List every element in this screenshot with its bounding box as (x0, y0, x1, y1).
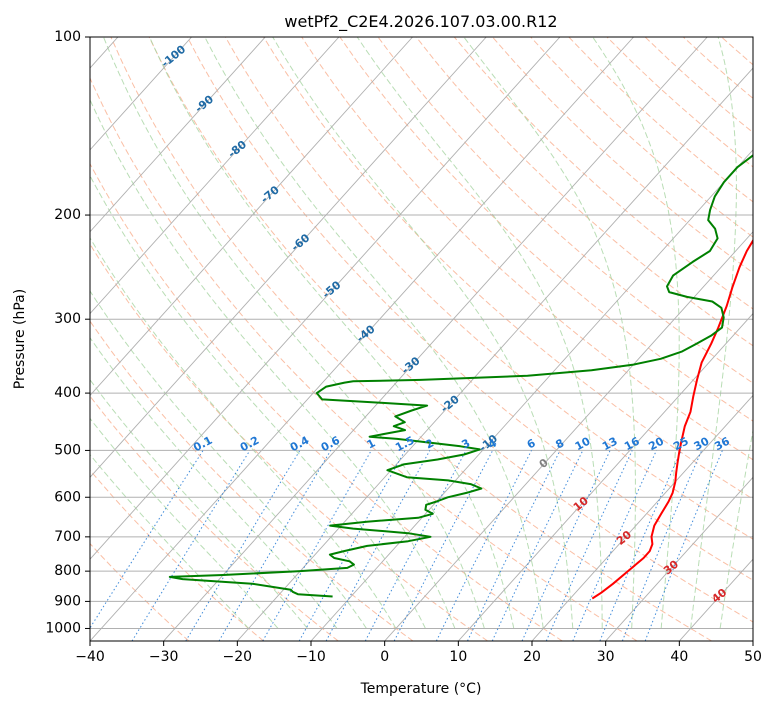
mixing-ratio-label: 20 (646, 434, 666, 453)
moist-adiabat-line (90, 237, 397, 629)
mixing-ratio-line (435, 450, 532, 641)
dry-adiabat-line (301, 37, 753, 461)
isotherm-line (384, 231, 753, 641)
isotherm-line (90, 37, 340, 315)
y-axis-label: Pressure (hPa) (12, 289, 28, 389)
moist-adiabat-line (90, 174, 426, 629)
x-tick-label: −20 (223, 649, 253, 665)
y-tick-label: 200 (54, 207, 81, 223)
mixing-ratio-line (621, 450, 703, 641)
isotherm-line (457, 312, 753, 641)
dewpoint-profile-line (168, 154, 753, 598)
mixing-ratio-line (325, 450, 431, 641)
moist-adiabat-line (356, 37, 603, 629)
y-tick-label: 400 (54, 385, 81, 401)
dry-adiabat-line (90, 243, 488, 641)
mixing-ratio-label: 30 (692, 434, 712, 453)
mixing-ratio-line (131, 450, 251, 641)
dry-adiabat-line (110, 37, 712, 641)
moist-adiabat-line (90, 98, 456, 629)
moist-adiabat-line (272, 37, 574, 629)
dry-adiabat-line (148, 37, 753, 623)
moist-adiabat-line (90, 290, 367, 629)
axes: −40 −30 −20 −10 0 10 20 30 40 50 100 200 300 400 500 60… (45, 29, 762, 665)
y-tick-label: 500 (54, 442, 81, 458)
y-tick-label: 1000 (45, 620, 81, 636)
dry-adiabat-line (339, 37, 753, 422)
dry-adiabat-line (186, 37, 753, 581)
x-tick-label: 50 (744, 649, 762, 665)
y-tick-label: 600 (54, 489, 81, 505)
x-tick-label: 10 (449, 649, 467, 665)
mixing-ratio-line (644, 450, 723, 641)
dry-adiabat-line (415, 37, 753, 347)
dry-adiabat-line (224, 37, 753, 540)
isotherm-line (90, 37, 266, 233)
x-tick-label: 40 (670, 649, 688, 665)
y-tick-label: 100 (54, 29, 81, 45)
moist-adiabat-line (690, 37, 737, 629)
dry-adiabat-line (263, 37, 753, 500)
isotherm-line (236, 67, 753, 641)
isotherm-line (531, 394, 753, 641)
x-tick-label: 0 (380, 649, 389, 665)
temperature-profile-line (591, 238, 753, 600)
mixing-ratio-line (599, 450, 682, 641)
isotherm-line (90, 37, 561, 560)
x-tick-label: −40 (75, 649, 105, 665)
moist-adiabat-line (90, 417, 279, 629)
profile-series (168, 154, 753, 600)
mixing-ratio-line (262, 450, 372, 641)
x-tick-label: 30 (597, 649, 615, 665)
moist-adiabat-line (103, 37, 485, 629)
y-tick-label: 800 (54, 563, 81, 579)
dry-adiabat-line (90, 76, 638, 641)
moist-adiabat-line (719, 427, 753, 629)
isotherm-line (90, 37, 192, 151)
isotherm-line (163, 37, 708, 641)
y-tick-label: 300 (54, 311, 81, 327)
mixing-ratio-line (90, 450, 204, 629)
mixing-ratio-label: 13 (600, 435, 620, 454)
x-tick-label: −10 (296, 649, 326, 665)
plot-frame (89, 36, 754, 642)
moist-adiabat-line (204, 37, 544, 629)
dry-adiabat-line (90, 162, 563, 641)
isotherm-line (90, 37, 413, 397)
x-tick-label: 20 (523, 649, 541, 665)
isotherm-line (310, 149, 753, 641)
isotherm-line (90, 37, 634, 641)
background-grid (90, 37, 753, 641)
moist-adiabat-line (149, 37, 515, 629)
mixing-ratio-line (545, 450, 633, 641)
moist-adiabat-line (90, 453, 249, 629)
mixing-ratio-line (572, 450, 657, 641)
mixing-ratio-label: 36 (712, 434, 732, 453)
dry-adiabat-line (90, 469, 264, 641)
x-axis-label: Temperature (°C) (360, 681, 482, 697)
mixing-ratio-line (298, 450, 406, 641)
moist-adiabat-line (463, 37, 636, 629)
y-tick-label: 900 (54, 593, 81, 609)
chart-title: wetPf2_C2E4.2026.107.03.00.R12 (284, 12, 557, 32)
mixing-ratio-label: 10 (573, 434, 593, 453)
mixing-ratio-label: 16 (622, 434, 642, 453)
mixing-ratio-label: 25 (671, 435, 691, 454)
y-tick-label: 700 (54, 529, 81, 545)
x-tick-label: −30 (149, 649, 179, 665)
isotherm-line (90, 37, 487, 478)
isotherm-line (605, 476, 753, 641)
